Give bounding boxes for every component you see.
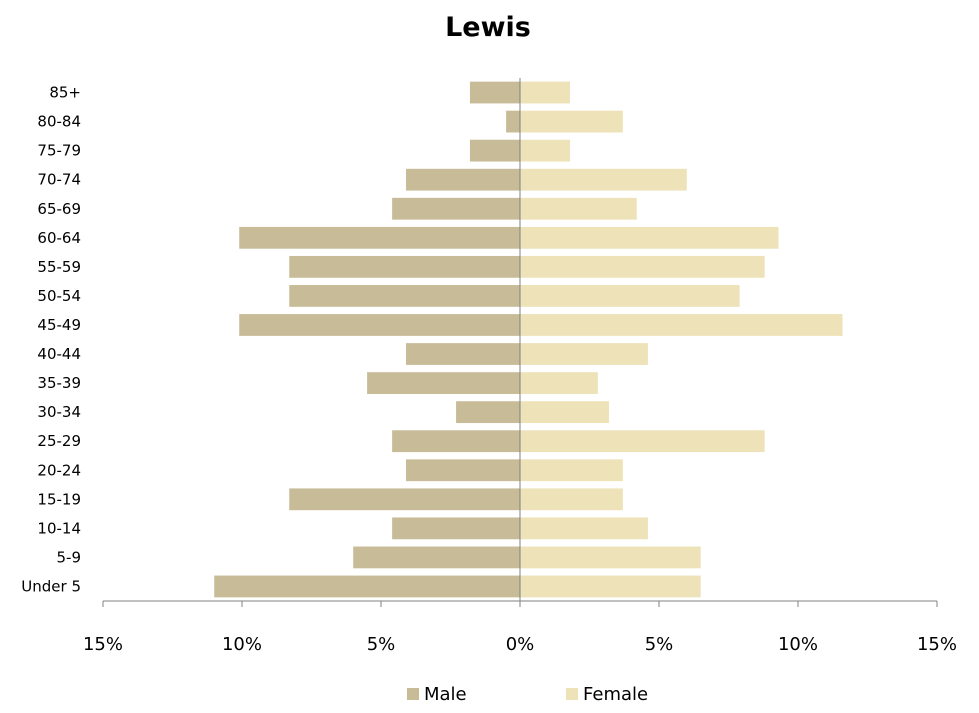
x-tick-label: 10% <box>222 634 262 655</box>
y-tick-label: 85+ <box>49 84 81 102</box>
x-tick-label: 0% <box>506 634 535 655</box>
y-tick-label: 20-24 <box>37 461 81 479</box>
y-tick-label: 80-84 <box>37 113 81 131</box>
bar-female-55-59 <box>520 255 765 278</box>
bar-male-45-49 <box>239 314 520 336</box>
legend-swatch-male <box>407 688 419 700</box>
y-tick-label: 55-59 <box>37 258 81 276</box>
bar-male-55-59 <box>289 255 520 278</box>
legend-swatch-female <box>566 688 578 700</box>
y-tick-label: 10-14 <box>37 519 81 537</box>
y-tick-label: 5-9 <box>57 548 82 566</box>
legend-label-male: Male <box>424 684 467 705</box>
bar-male-50-54 <box>289 285 520 307</box>
x-tick-label: 10% <box>778 634 818 655</box>
legend: Male Female <box>407 684 648 705</box>
bar-male-25-29 <box>392 430 520 453</box>
bar-male-65-69 <box>392 197 520 220</box>
chart-title: Lewis <box>445 12 531 43</box>
y-tick-label: 45-49 <box>37 316 81 334</box>
bar-male-85plus <box>469 81 520 104</box>
y-tick-label: 50-54 <box>37 287 81 305</box>
bar-male-70-74 <box>406 168 520 191</box>
y-tick-label: 35-39 <box>37 374 81 392</box>
bar-female-80-84 <box>520 110 623 133</box>
bar-female-75-79 <box>520 139 571 162</box>
y-tick-label: 30-34 <box>37 403 81 421</box>
bar-female-15-19 <box>520 488 623 511</box>
x-tick-label: 5% <box>367 634 396 655</box>
bar-female-30-34 <box>520 401 609 424</box>
bar-female-50-54 <box>520 285 740 307</box>
bar-female-10-14 <box>520 517 648 540</box>
bar-female-under-5 <box>520 575 701 598</box>
bar-female-45-49 <box>520 314 843 336</box>
legend-label-female: Female <box>583 684 648 705</box>
bar-female-5-9 <box>520 546 701 569</box>
bar-female-60-64 <box>520 226 779 249</box>
bar-male-5-9 <box>353 546 520 569</box>
bar-female-65-69 <box>520 197 637 220</box>
bar-female-25-29 <box>520 430 765 453</box>
bar-male-40-44 <box>406 343 520 365</box>
y-tick-label: Under 5 <box>21 577 81 595</box>
bar-female-70-74 <box>520 168 687 191</box>
y-tick-label: 75-79 <box>37 142 81 160</box>
bar-female-35-39 <box>520 372 598 394</box>
bars-group <box>214 81 843 598</box>
bar-male-15-19 <box>289 488 520 511</box>
bar-male-35-39 <box>367 372 520 394</box>
bar-female-85plus <box>520 81 571 104</box>
x-tick-label: 15% <box>917 634 957 655</box>
y-tick-label: 60-64 <box>37 229 81 247</box>
bar-male-under-5 <box>214 575 520 598</box>
x-tick-label: 15% <box>83 634 123 655</box>
y-tick-label: 15-19 <box>37 490 81 508</box>
y-tick-label: 70-74 <box>37 171 81 189</box>
bar-male-10-14 <box>392 517 520 540</box>
bar-male-75-79 <box>469 139 520 162</box>
bar-female-20-24 <box>520 459 623 482</box>
y-axis-labels: Under 5 5-9 10-14 15-19 20-24 25-29 30-34 35-39… <box>21 84 81 596</box>
y-tick-label: 40-44 <box>37 345 81 363</box>
x-axis: 15% 10% 5% 0% 5% 10% 15% <box>83 600 957 655</box>
x-tick-label: 5% <box>645 634 674 655</box>
bar-male-20-24 <box>406 459 520 482</box>
bar-male-30-34 <box>456 401 520 424</box>
bar-female-40-44 <box>520 343 648 365</box>
bar-male-60-64 <box>239 226 520 249</box>
bar-male-80-84 <box>506 110 520 133</box>
y-tick-label: 25-29 <box>37 432 81 450</box>
y-tick-label: 65-69 <box>37 200 81 218</box>
